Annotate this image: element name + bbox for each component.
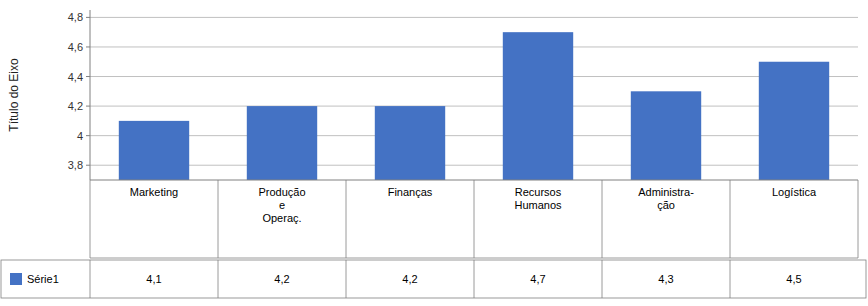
- cell-divider: [346, 180, 347, 258]
- y-tick: [86, 135, 90, 136]
- category-label-line: Marketing: [130, 186, 178, 198]
- category-label-line: Humanos: [514, 199, 562, 211]
- cell-divider: [90, 180, 91, 258]
- bar: [503, 32, 573, 180]
- grid-line: [90, 135, 858, 136]
- cell-divider: [474, 180, 475, 258]
- table-divider: [474, 260, 475, 298]
- category-label-line: e: [279, 199, 285, 211]
- bar: [631, 91, 701, 180]
- bar: [759, 62, 829, 180]
- table-divider: [90, 260, 91, 298]
- y-tick-label: 3,8: [68, 159, 83, 171]
- category-label-line: Produção: [258, 186, 305, 198]
- data-label: 4,2: [274, 273, 289, 285]
- y-axis-label: Título do Eixo: [7, 58, 21, 132]
- legend-label: Série1: [27, 273, 59, 285]
- category-label-line: Logística: [772, 186, 817, 198]
- category-label-line: Recursos: [515, 186, 562, 198]
- y-tick-label: 4,8: [68, 11, 83, 23]
- category-label-line: Finanças: [388, 186, 433, 198]
- legend-row: Série1 4,1 4,2 4,2 4,7 4,3 4,5: [1, 260, 866, 298]
- bar: [247, 106, 317, 180]
- y-tick-label: 4,2: [68, 100, 83, 112]
- category-label: RecursosHumanos: [514, 186, 562, 211]
- category-label: ProduçãoeOperaç.: [258, 186, 305, 224]
- table-divider: [602, 260, 603, 298]
- grid-line: [90, 76, 858, 77]
- y-tick: [86, 17, 90, 18]
- category-label: Marketing: [130, 186, 178, 198]
- data-label: 4,3: [658, 273, 673, 285]
- bar: [375, 106, 445, 180]
- table-divider: [218, 260, 219, 298]
- grid-line: [90, 17, 858, 18]
- y-grid: [90, 17, 858, 165]
- cell-divider: [730, 180, 731, 258]
- y-tick: [86, 76, 90, 77]
- y-tick: [86, 106, 90, 107]
- category-label: Finanças: [388, 186, 433, 198]
- table-divider: [730, 260, 731, 298]
- category-label-line: Operaç.: [262, 212, 301, 224]
- category-label: Administra-ção: [638, 186, 694, 211]
- grid-line: [90, 165, 858, 166]
- category-label-line: Administra-: [638, 186, 694, 198]
- data-label: 4,5: [786, 273, 801, 285]
- category-row: Marketing ProduçãoeOperaç. Finanças Recurso…: [90, 180, 858, 258]
- grid-line: [90, 106, 858, 107]
- y-tick: [86, 46, 90, 47]
- bars: [119, 32, 829, 180]
- data-label: 4,2: [402, 273, 417, 285]
- table-divider: [346, 260, 347, 298]
- y-axis: [90, 10, 91, 180]
- category-label: Logística: [772, 186, 817, 198]
- data-label: 4,7: [530, 273, 545, 285]
- data-label: 4,1: [146, 273, 161, 285]
- chart: 3,8 4 4,2 4,4 4,6 4,8 Título do Eixo Marketing P…: [0, 0, 868, 306]
- y-tick-label: 4,4: [68, 71, 83, 83]
- cell-divider: [602, 180, 603, 258]
- legend-swatch: [10, 273, 22, 285]
- grid-line: [90, 46, 858, 47]
- y-tick-label: 4: [77, 130, 83, 142]
- bar: [119, 121, 189, 180]
- category-label-line: ção: [657, 199, 675, 211]
- legend-border: [1, 260, 866, 298]
- chart-container: 3,8 4 4,2 4,4 4,6 4,8 Título do Eixo Marketing P…: [0, 0, 868, 306]
- cell-border: [90, 258, 858, 259]
- y-tick: [86, 165, 90, 166]
- cell-divider: [218, 180, 219, 258]
- cell-divider: [858, 180, 859, 258]
- y-tick-label: 4,6: [68, 41, 83, 53]
